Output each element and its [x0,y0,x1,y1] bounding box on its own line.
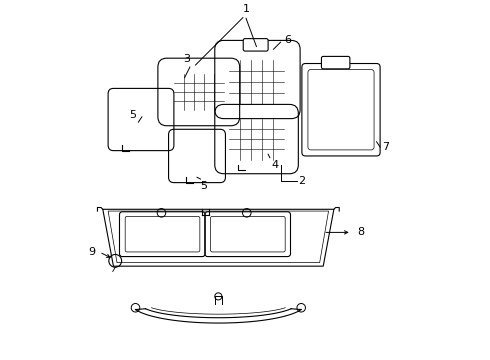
Text: 8: 8 [357,228,364,237]
Text: 6: 6 [284,35,291,45]
FancyBboxPatch shape [302,63,380,156]
Text: 5: 5 [200,181,208,191]
Text: 2: 2 [298,176,305,186]
Text: 5: 5 [129,110,137,120]
Text: 9: 9 [89,247,96,257]
Text: 1: 1 [243,4,250,14]
Text: 7: 7 [382,142,389,152]
Text: 3: 3 [183,54,190,63]
Text: 4: 4 [271,159,279,170]
FancyBboxPatch shape [321,57,350,69]
FancyBboxPatch shape [243,39,268,51]
